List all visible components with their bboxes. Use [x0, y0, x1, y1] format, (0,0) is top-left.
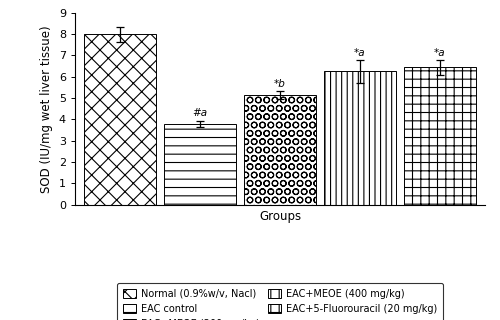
- Bar: [164, 124, 236, 205]
- Text: *b: *b: [274, 79, 286, 89]
- Text: *a: *a: [354, 48, 366, 58]
- Y-axis label: SOD (IU/mg wet liver tissue): SOD (IU/mg wet liver tissue): [40, 25, 54, 193]
- Bar: [404, 67, 476, 205]
- Bar: [324, 71, 396, 205]
- Text: #a: #a: [192, 108, 208, 118]
- Bar: [244, 95, 316, 205]
- Legend: Normal (0.9%w/v, Nacl), EAC control, EAC+MEOE (200 mg/kg), EAC+MEOE (400 mg/kg),: Normal (0.9%w/v, Nacl), EAC control, EAC…: [117, 283, 443, 320]
- X-axis label: Groups: Groups: [259, 210, 301, 223]
- Text: *a: *a: [434, 48, 446, 58]
- Bar: [84, 34, 156, 205]
